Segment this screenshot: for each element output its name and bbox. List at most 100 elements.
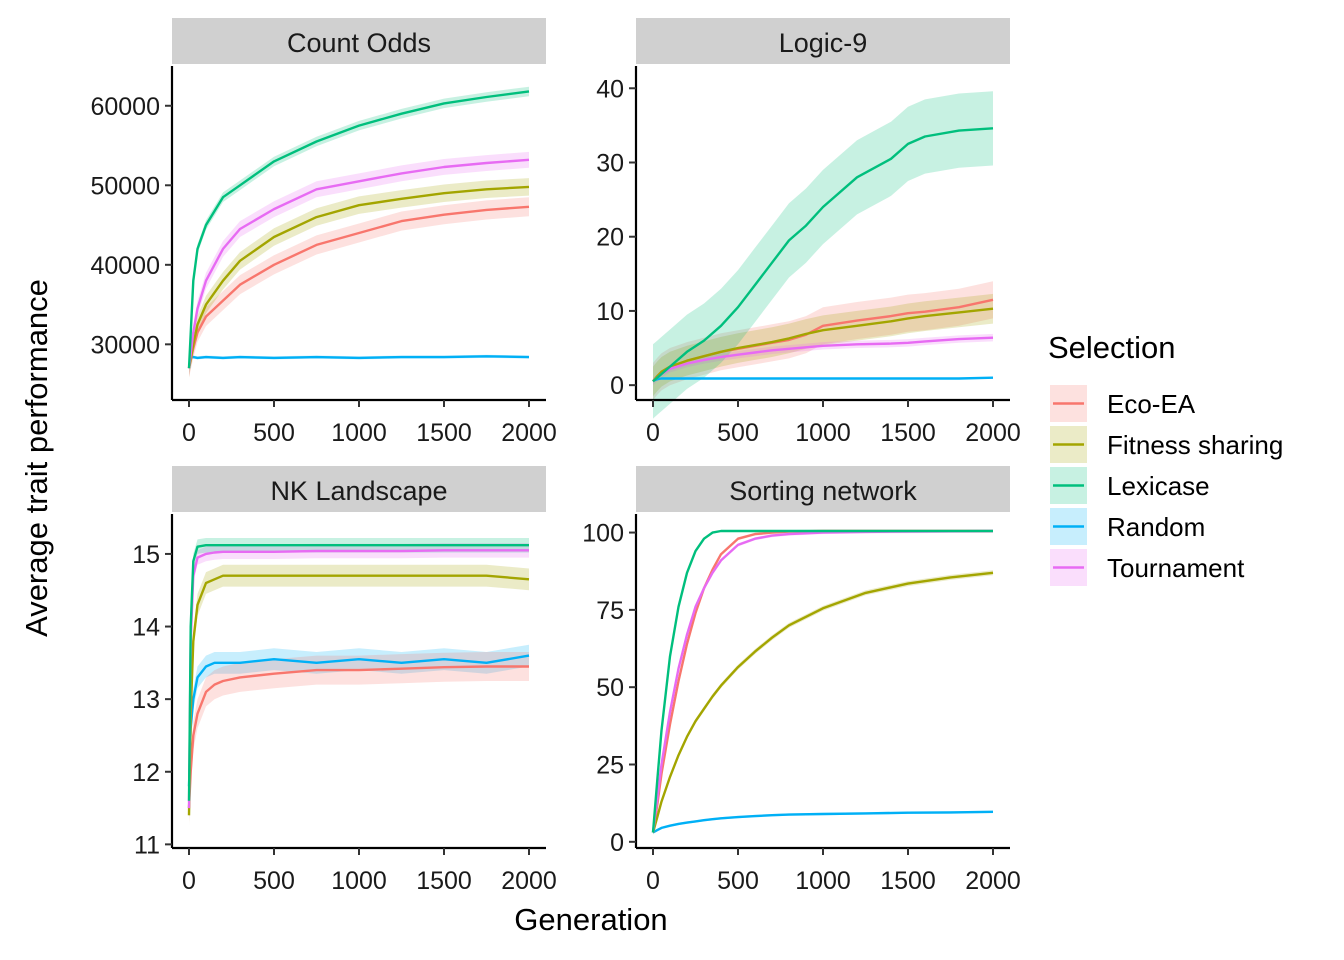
y-tick-label: 60000 bbox=[90, 93, 160, 121]
line-lexicase bbox=[187, 90, 530, 369]
x-tick-label: 0 bbox=[646, 867, 660, 895]
legend-item-fitness-sharing: Fitness sharing bbox=[1050, 426, 1283, 463]
panel-title: Count Odds bbox=[287, 28, 431, 58]
x-tick-label: 0 bbox=[182, 867, 196, 895]
x-tick-label: 500 bbox=[253, 419, 295, 447]
line-tournament bbox=[187, 549, 529, 809]
y-tick-label: 100 bbox=[582, 520, 624, 548]
series-lines bbox=[187, 90, 530, 369]
panel-strip bbox=[172, 466, 546, 512]
band-lexicase bbox=[189, 86, 529, 373]
legend-item-random: Random bbox=[1050, 508, 1205, 545]
line-random bbox=[652, 810, 994, 834]
line-lexicase bbox=[652, 127, 994, 383]
y-tick-label: 12 bbox=[132, 759, 160, 787]
band-lexicase bbox=[653, 91, 993, 419]
y-tick-label: 0 bbox=[610, 829, 624, 857]
line-lexicase bbox=[651, 529, 993, 833]
y-tick-label: 15 bbox=[132, 541, 160, 569]
legend-title: Selection bbox=[1048, 330, 1176, 365]
panel-nk-landscape: NK Landscape 0 500 1000 1500 2000 11 12 13 14 15 bbox=[132, 466, 557, 895]
x-tick-label: 1000 bbox=[795, 867, 851, 895]
x-tick-label: 500 bbox=[253, 867, 295, 895]
confidence-bands bbox=[653, 91, 993, 419]
x-axis-title: Generation bbox=[514, 902, 667, 937]
panel-strip bbox=[172, 18, 546, 64]
x-tick-label: 500 bbox=[717, 867, 759, 895]
panel-strip bbox=[636, 18, 1010, 64]
legend-item-tournament: Tournament bbox=[1050, 549, 1245, 586]
line-fitness-sharing bbox=[187, 185, 530, 369]
x-tick-label: 1500 bbox=[416, 867, 472, 895]
x-tick-label: 1500 bbox=[880, 867, 936, 895]
x-tick-label: 1000 bbox=[331, 419, 387, 447]
x-tick-label: 1500 bbox=[416, 419, 472, 447]
y-tick-label: 30000 bbox=[90, 331, 160, 359]
band-tournament bbox=[653, 529, 993, 835]
x-tick-label: 2000 bbox=[501, 419, 557, 447]
y-tick-label: 11 bbox=[134, 831, 160, 859]
line-fitness-sharing bbox=[187, 574, 530, 816]
x-tick-label: 0 bbox=[646, 419, 660, 447]
line-eco-ea bbox=[187, 665, 529, 809]
y-tick-label: 75 bbox=[596, 597, 624, 625]
y-tick-label: 13 bbox=[132, 686, 160, 714]
y-axis-title: Average trait performance bbox=[19, 279, 54, 637]
y-tick-label: 50000 bbox=[90, 172, 160, 200]
line-lexicase bbox=[187, 544, 529, 801]
line-random bbox=[652, 376, 994, 382]
line-tournament bbox=[187, 158, 530, 369]
series-lines bbox=[652, 127, 994, 383]
x-tick-label: 1000 bbox=[331, 867, 387, 895]
panel-logic-9: Logic-9 0 500 1000 1500 2000 0 10 20 30 40 bbox=[596, 18, 1021, 447]
x-tick-label: 0 bbox=[182, 419, 196, 447]
band-fitness-sharing bbox=[189, 564, 529, 827]
line-eco-ea bbox=[187, 205, 530, 369]
x-tick-label: 1000 bbox=[795, 419, 851, 447]
legend-label: Fitness sharing bbox=[1107, 430, 1283, 460]
line-random bbox=[188, 355, 530, 360]
x-tick-label: 2000 bbox=[501, 867, 557, 895]
panel-title: Logic-9 bbox=[779, 28, 868, 58]
line-fitness-sharing bbox=[651, 571, 994, 833]
legend: Selection Eco-EA Fitness sharing Lexicase R… bbox=[1048, 330, 1283, 586]
panel-title: Sorting network bbox=[729, 476, 917, 506]
series-lines bbox=[187, 544, 530, 816]
legend-item-eco-ea: Eco-EA bbox=[1050, 385, 1196, 422]
y-tick-label: 50 bbox=[596, 674, 624, 702]
legend-label: Random bbox=[1107, 512, 1205, 542]
band-fitness-sharing bbox=[653, 570, 993, 835]
panel-title: NK Landscape bbox=[270, 476, 447, 506]
band-eco-ea bbox=[653, 281, 993, 400]
x-tick-label: 2000 bbox=[965, 419, 1021, 447]
legend-label: Eco-EA bbox=[1107, 389, 1196, 419]
band-lexicase bbox=[653, 530, 993, 834]
panel-sorting-network: Sorting network 0 500 1000 1500 2000 0 25 50 75 10… bbox=[582, 466, 1021, 895]
legend-item-lexicase: Lexicase bbox=[1050, 467, 1210, 504]
band-random bbox=[189, 644, 529, 798]
y-tick-label: 40 bbox=[596, 75, 624, 103]
band-eco-ea bbox=[653, 529, 993, 835]
y-tick-label: 40000 bbox=[90, 252, 160, 280]
y-tick-label: 30 bbox=[596, 149, 624, 177]
legend-label: Lexicase bbox=[1107, 471, 1210, 501]
panel-count-odds: Count Odds 0 500 1000 1500 2000 30000 40000 5000… bbox=[90, 18, 557, 447]
confidence-bands bbox=[653, 529, 993, 835]
x-tick-label: 500 bbox=[717, 419, 759, 447]
y-tick-label: 25 bbox=[596, 752, 624, 780]
legend-label: Tournament bbox=[1107, 553, 1245, 583]
line-tournament bbox=[652, 336, 994, 383]
series-lines bbox=[651, 529, 994, 834]
y-tick-label: 14 bbox=[132, 614, 160, 642]
legend-items: Eco-EA Fitness sharing Lexicase Random Tourn… bbox=[1050, 385, 1283, 586]
y-tick-label: 20 bbox=[596, 224, 624, 252]
y-tick-label: 10 bbox=[596, 298, 624, 326]
line-random bbox=[187, 654, 530, 787]
panel-strip bbox=[636, 466, 1010, 512]
confidence-bands bbox=[189, 538, 529, 827]
y-tick-label: 0 bbox=[610, 372, 624, 400]
x-tick-label: 2000 bbox=[965, 867, 1021, 895]
band-eco-ea bbox=[189, 652, 529, 823]
